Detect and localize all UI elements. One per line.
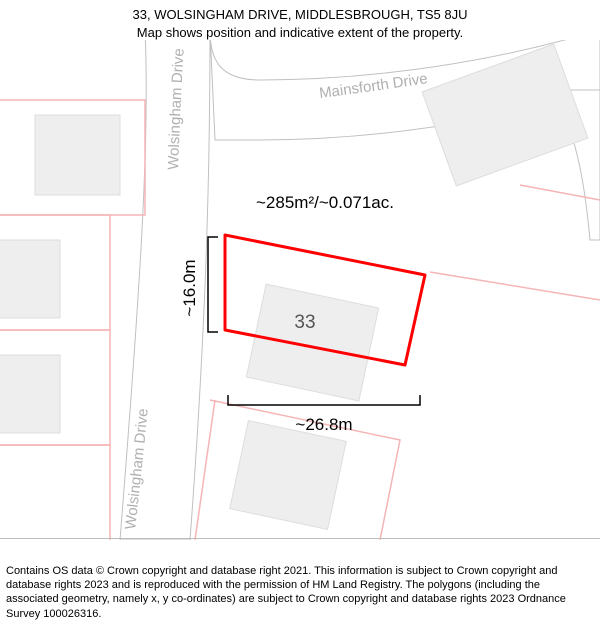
property-map: 33 Wolsingham DriveWolsingham DriveMains… <box>0 40 600 540</box>
header: 33, WOLSINGHAM DRIVE, MIDDLESBROUGH, TS5… <box>0 0 600 42</box>
highlight-group: 33 <box>225 235 425 401</box>
height-label: ~16.0m <box>180 259 199 316</box>
page-title: 33, WOLSINGHAM DRIVE, MIDDLESBROUGH, TS5… <box>10 6 590 24</box>
copyright-footer: Contains OS data © Crown copyright and d… <box>6 564 594 621</box>
footer-divider <box>0 538 600 539</box>
width-label: ~26.8m <box>295 415 352 434</box>
map-svg: 33 Wolsingham DriveWolsingham DriveMains… <box>0 40 600 540</box>
house-number: 33 <box>294 312 315 333</box>
area-label: ~285m²/~0.071ac. <box>256 193 394 212</box>
copyright-text: Contains OS data © Crown copyright and d… <box>6 565 566 620</box>
